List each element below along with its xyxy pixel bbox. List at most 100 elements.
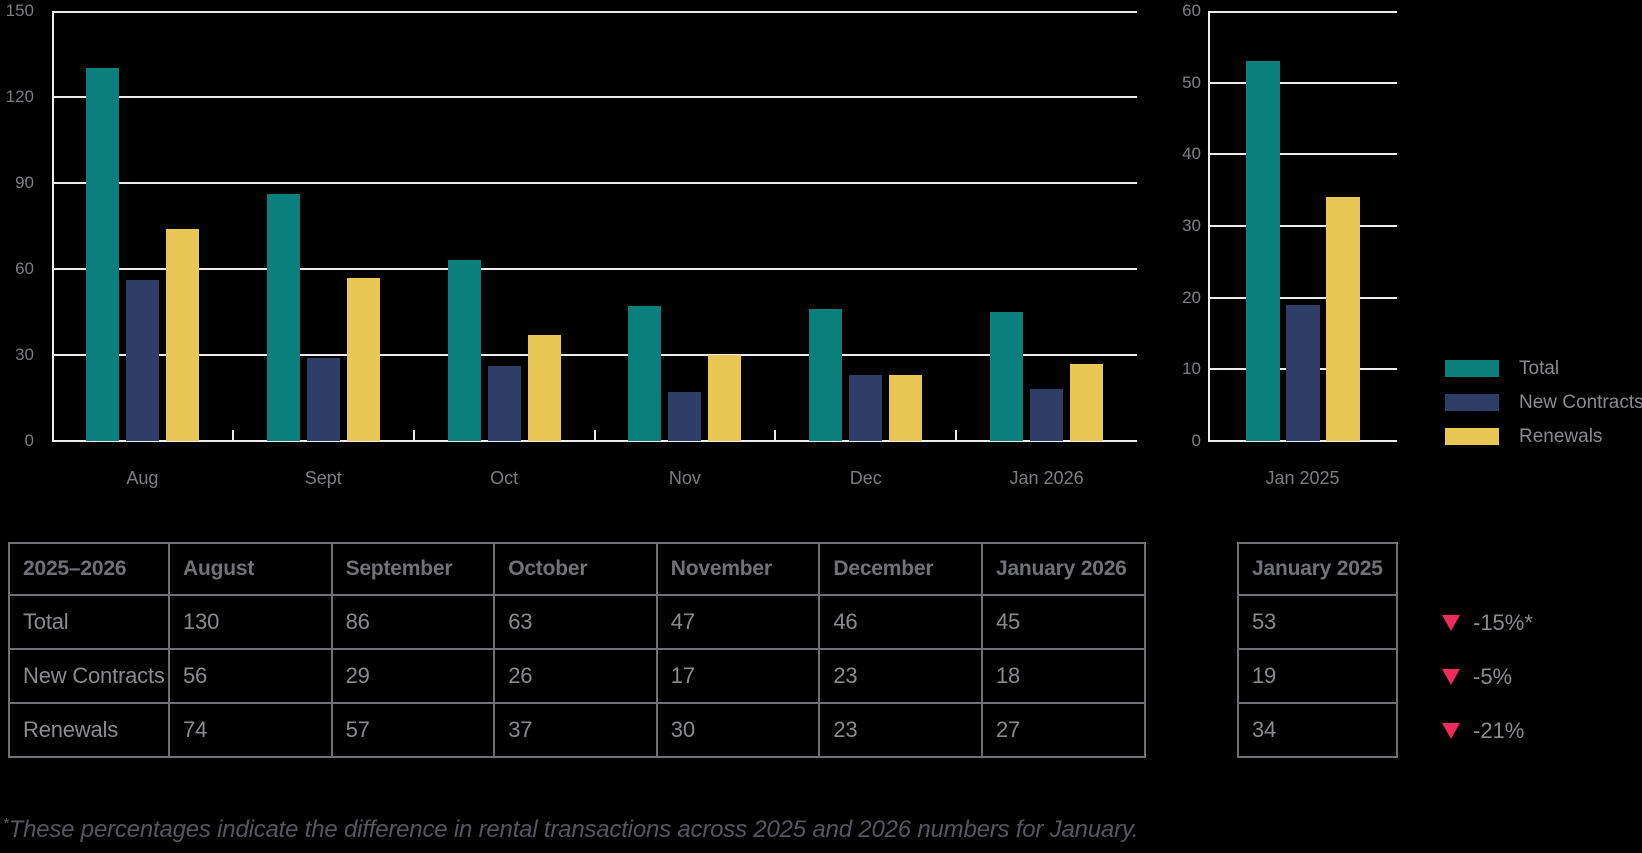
x-axis-tick: [955, 430, 958, 441]
gridline: [52, 440, 1137, 442]
bar-renewals-sept: [346, 277, 380, 441]
y-axis-tick-label: 20: [1182, 287, 1201, 307]
y-axis-tick-label: 60: [15, 259, 34, 278]
y-axis-tick-label: 30: [15, 345, 34, 364]
table-header-cell-november: November: [655, 542, 821, 596]
monthly-bar-chart: 0 30 60 90 120 150 Aug Sept Oct Nov Dec Jan 2026: [6, 1, 1137, 488]
table-row: 53: [1237, 594, 1398, 650]
table-cell: 47: [655, 594, 821, 650]
jan-2025-bar-chart: 0 10 20 30 40 50 60 Jan 2025: [1182, 1, 1397, 488]
table-cell: 45: [980, 594, 1146, 650]
legend-row-new-contracts: New Contracts: [1445, 391, 1642, 413]
x-axis-label: Aug: [126, 468, 159, 488]
bar-new-contracts-oct: [487, 366, 521, 441]
y-axis-tick-label: 0: [24, 431, 34, 450]
table-cell: 74: [168, 702, 333, 758]
y-axis-tick-label: 50: [1182, 72, 1201, 92]
table-cell: 37: [493, 702, 658, 758]
y-axis-tick-label: 10: [1182, 359, 1201, 379]
x-axis-label: Jan 2026: [1009, 468, 1084, 488]
table-cell: 23: [818, 648, 983, 704]
table-header-row: January 2025: [1237, 542, 1398, 596]
legend-label: New Contracts: [1519, 391, 1642, 413]
legend-swatch-total: [1445, 360, 1499, 377]
bar-total-jan-2025: [1245, 61, 1280, 441]
bar-new-contracts-nov: [668, 392, 702, 441]
y-axis-line: [1208, 11, 1210, 441]
delta-label: -21%: [1473, 718, 1525, 743]
bar-total-nov: [628, 306, 662, 441]
table-header-cell-january-2026: January 2026: [980, 542, 1146, 596]
table-cell: 23: [818, 702, 983, 758]
legend-swatch-new-contracts: [1445, 394, 1499, 411]
table-cell: 56: [168, 648, 333, 704]
footnote: *These percentages indicate the differen…: [3, 804, 1343, 850]
bar-total-sept: [266, 194, 300, 441]
y-axis-line: [52, 11, 54, 441]
table-row-total: Total 130 86 63 47 46 45: [8, 594, 1146, 650]
table-row-new-contracts: New Contracts 56 29 26 17 23 18: [8, 648, 1146, 704]
footnote-marker: *: [3, 815, 9, 832]
bar-total-dec: [809, 309, 843, 441]
legend-label: Renewals: [1519, 425, 1603, 447]
y-axis-tick-label: 30: [1182, 216, 1201, 235]
table-row: 19: [1237, 648, 1398, 704]
bar-renewals-aug: [165, 228, 199, 441]
table-cell: 27: [980, 702, 1146, 758]
delta-row: -15%*: [1442, 610, 1533, 635]
delta-label: -15%*: [1473, 610, 1533, 635]
table-cell: 30: [655, 702, 821, 758]
x-axis-tick: [412, 430, 415, 441]
table-row: 34: [1237, 702, 1398, 758]
gridline: [52, 268, 1137, 270]
bar-renewals-jan-2025: [1325, 197, 1360, 441]
x-axis-tick: [593, 430, 596, 441]
bar-renewals-jan-2026: [1070, 363, 1104, 441]
table-row-renewals: Renewals 74 57 37 30 23 27: [8, 702, 1146, 758]
y-axis-tick-label: 120: [5, 87, 34, 106]
x-axis-label: Dec: [849, 468, 882, 488]
gridline: [52, 354, 1137, 356]
legend-row-total: Total: [1445, 357, 1642, 379]
x-axis-label: Jan 2025: [1265, 468, 1340, 488]
monthly-data-table: 2025–2026 August September October November D…: [8, 542, 1146, 758]
bar-new-contracts-sept: [306, 357, 340, 441]
table-cell: 29: [330, 648, 496, 704]
legend-label: Total: [1519, 357, 1560, 379]
table-cell: 130: [168, 594, 333, 650]
table-header-cell-october: October: [493, 542, 658, 596]
footnote-text: These percentages indicate the differenc…: [8, 816, 1139, 843]
table-cell: 86: [330, 594, 496, 650]
y-axis-tick-label: 90: [15, 173, 34, 192]
table-cell: 18: [980, 648, 1146, 704]
bar-total-jan-2026: [990, 312, 1024, 441]
bar-total-aug: [85, 68, 119, 441]
main-table-head: 2025–2026 August September October November D…: [8, 542, 1146, 596]
gridline: [52, 182, 1137, 184]
gridline: [52, 11, 1137, 13]
bar-total-oct: [447, 260, 481, 441]
bar-renewals-dec: [889, 375, 923, 441]
table-cell: 19: [1237, 648, 1398, 704]
table-cell: 57: [330, 702, 496, 758]
delta-row: -21%: [1442, 718, 1525, 743]
main-table-body: Total 130 86 63 47 46 45 New Contracts 56 29 26 17 2…: [8, 594, 1146, 758]
y-axis-tick-label: 60: [1182, 1, 1201, 20]
row-label-cell: Renewals: [8, 702, 170, 758]
bar-new-contracts-dec: [849, 375, 883, 441]
gridline: [1208, 440, 1397, 442]
gridline: [1208, 11, 1397, 13]
cmp-table-body: 53 19 34: [1237, 594, 1398, 758]
legend-swatch-renewals: [1445, 428, 1499, 445]
gridline: [1208, 296, 1397, 299]
table-header-cell-september: September: [330, 542, 496, 596]
table-header-cell-august: August: [168, 542, 333, 596]
table-header-cell-december: December: [818, 542, 983, 596]
row-label-cell: Total: [8, 594, 170, 650]
bar-renewals-oct: [527, 334, 561, 441]
bar-renewals-nov: [708, 355, 742, 441]
x-axis-label: Sept: [304, 468, 342, 488]
x-axis-label: Oct: [490, 468, 519, 488]
x-axis-label: Nov: [668, 468, 701, 488]
